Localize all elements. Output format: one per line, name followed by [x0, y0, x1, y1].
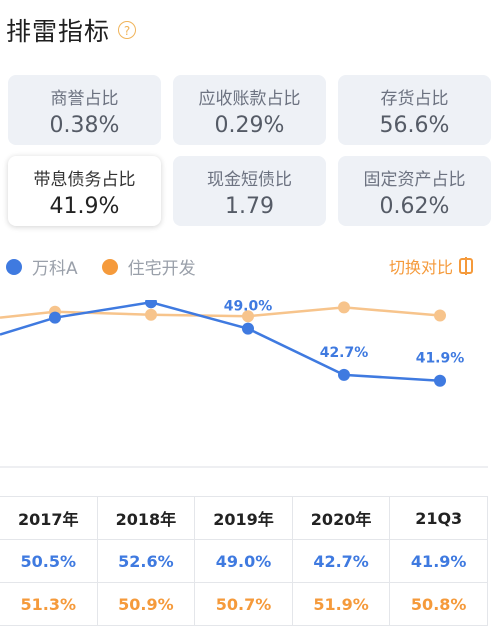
chart-legend: 万科A 住宅开发 [6, 254, 220, 279]
series1-point [49, 311, 61, 324]
metric-value: 0.62% [379, 194, 450, 219]
table-header-cell: 2018年 [96, 496, 196, 540]
metric-label: 商誉占比 [50, 89, 119, 109]
metric-label: 带息债务占比 [33, 170, 136, 190]
metric-value: 0.29% [214, 113, 285, 138]
metric-card-interest-debt[interactable]: 带息债务占比 41.9% [8, 156, 161, 226]
metric-label: 现金短债比 [207, 170, 292, 190]
metric-card-receivables[interactable]: 应收账款占比 0.29% [173, 75, 326, 145]
title-row: 排雷指标 ? [6, 12, 137, 48]
series2-point [338, 301, 350, 314]
table-cell: 50.9% [96, 582, 196, 626]
compare-icon [459, 257, 473, 275]
table-cell: 49.0% [194, 539, 293, 583]
help-icon[interactable]: ? [118, 21, 137, 39]
table-cell: 52.6% [96, 539, 196, 583]
metric-card-inventory[interactable]: 存货占比 56.6% [338, 75, 491, 145]
legend-item-series1[interactable]: 万科A [6, 254, 78, 279]
table-row: 51.3% 50.9% 50.7% 51.9% 50.8% [0, 582, 488, 626]
table-cell: 41.9% [389, 539, 488, 583]
legend-item-series2[interactable]: 住宅开发 [101, 254, 196, 279]
table-cell: 42.7% [291, 539, 391, 583]
series1-data-label: 41.9% [416, 351, 465, 367]
table-cell: 50.5% [0, 539, 98, 583]
table-header-cell: 2017年 [0, 496, 98, 540]
metric-value: 1.79 [225, 194, 274, 219]
table-cell: 51.3% [0, 582, 98, 626]
data-table: 2017年 2018年 2019年 2020年 21Q3 50.5% 52.6%… [0, 496, 488, 626]
series1-data-label: 42.7% [320, 345, 369, 361]
series2-point [242, 310, 254, 323]
table-header-row: 2017年 2018年 2019年 2020年 21Q3 [0, 496, 488, 540]
table-row: 50.5% 52.6% 49.0% 42.7% 41.9% [0, 539, 488, 583]
series1-dot-icon [6, 258, 22, 275]
series1-point [145, 300, 157, 309]
series1-point [434, 374, 446, 387]
series2-point [145, 308, 157, 321]
metric-label: 固定资产占比 [363, 170, 466, 190]
table-cell: 50.8% [389, 582, 488, 626]
table-cell: 51.9% [291, 582, 391, 626]
series2-dot-icon [101, 258, 118, 275]
compare-label: 切换对比 [388, 258, 453, 277]
table-header-cell: 2020年 [291, 496, 391, 540]
metric-value: 56.6% [379, 113, 450, 138]
metric-label: 应收账款占比 [198, 89, 301, 109]
metric-value: 0.38% [49, 113, 120, 138]
series2-point [434, 309, 446, 322]
series1-data-label: 49.0% [224, 300, 273, 315]
compare-toggle-button[interactable]: 切换对比 [389, 254, 473, 278]
metric-card-fixed-assets[interactable]: 固定资产占比 0.62% [338, 156, 491, 226]
series1-point [242, 322, 254, 335]
series1-line [0, 300, 441, 382]
legend-label: 住宅开发 [127, 259, 196, 279]
metric-card-goodwill[interactable]: 商誉占比 0.38% [8, 75, 161, 145]
series1-point [338, 368, 350, 381]
table-header-cell: 21Q3 [389, 496, 488, 540]
metric-value: 41.9% [49, 194, 120, 219]
table-header-cell: 2019年 [194, 496, 293, 540]
page-title: 排雷指标 [6, 17, 111, 46]
line-chart: 50.5%52.6%49.0%42.7%41.9% [0, 300, 488, 468]
legend-label: 万科A [32, 259, 78, 279]
table-cell: 50.7% [194, 582, 293, 626]
metric-card-cash-short-debt[interactable]: 现金短债比 1.79 [173, 156, 326, 226]
series1-data-label: 50.5% [31, 300, 80, 304]
metric-label: 存货占比 [380, 89, 449, 109]
